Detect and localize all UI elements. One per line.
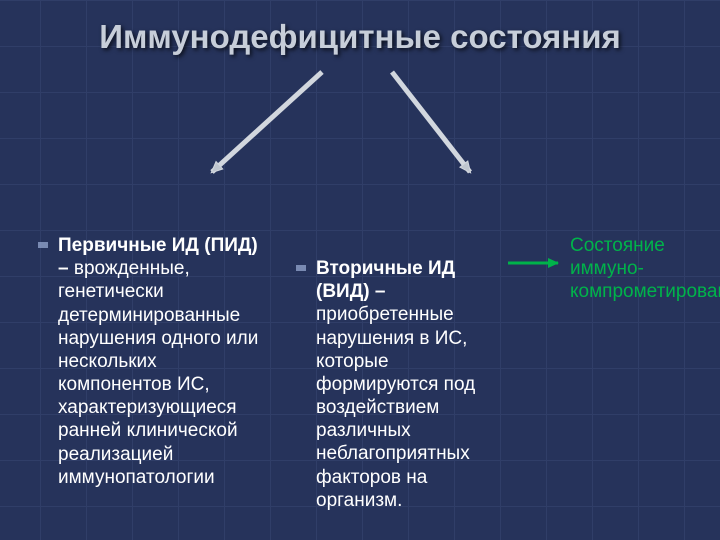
arrow-to-left-col (212, 72, 322, 172)
body-text: врожденные, генетически детерминированны… (58, 258, 258, 488)
lead-text: Вторичные ИД (ВИД) – (316, 258, 455, 302)
slide: Иммунодефицитные состояния Первичные ИД … (0, 0, 720, 540)
column-secondary-id: Вторичные ИД (ВИД) – приобретенные наруш… (296, 257, 506, 512)
arrow-to-mid-col (392, 72, 470, 172)
bullet-icon (296, 265, 306, 271)
bullet-icon (38, 242, 48, 248)
slide-title: Иммунодефицитные состояния (0, 18, 720, 56)
body-text: приобретенные нарушения в ИС, которые фо… (316, 304, 475, 510)
bullet-item: Первичные ИД (ПИД) – врожденные, генетич… (38, 234, 273, 489)
bullet-item: Вторичные ИД (ВИД) – приобретенные наруш… (296, 257, 506, 512)
column-primary-id: Первичные ИД (ПИД) – врожденные, генетич… (38, 234, 273, 489)
side-note-text: Состояние иммуно-компрометированности. (570, 235, 720, 302)
side-note: Состояние иммуно-компрометированности. (570, 234, 700, 304)
